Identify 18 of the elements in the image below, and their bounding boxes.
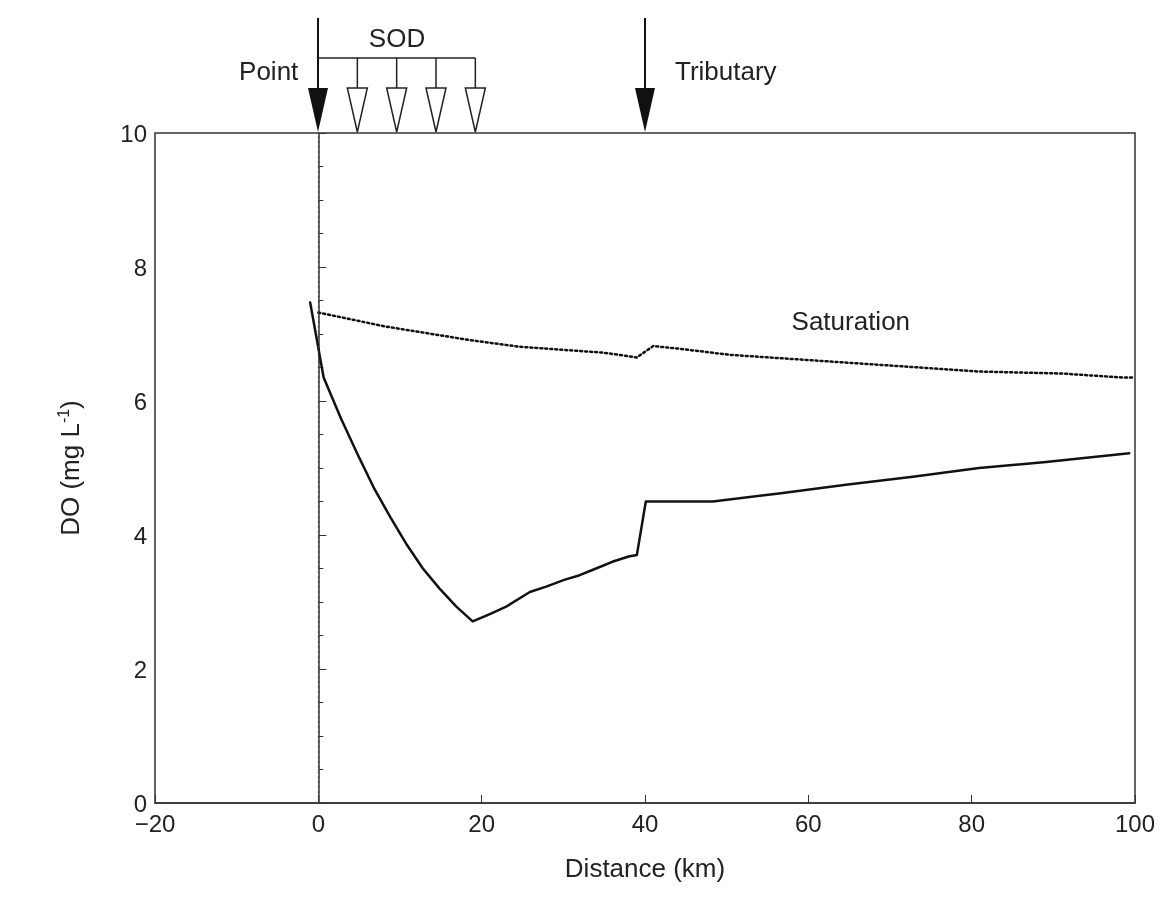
x-tick-label: 20 <box>468 809 496 837</box>
y-tick-label: 10 <box>120 119 147 147</box>
x-tick-label: 80 <box>958 809 986 837</box>
line-series <box>308 301 1131 623</box>
annotation: Saturation <box>791 306 911 336</box>
y-tick-label: 8 <box>133 253 147 281</box>
x-tick-label: 0 <box>311 809 326 837</box>
text: Tributary <box>675 56 777 86</box>
y-tick-label: 4 <box>133 521 147 549</box>
y-axis-title: DO (mg L-1) <box>54 400 85 536</box>
y-tick-label: 6 <box>133 387 147 415</box>
x-tick-label: 100 <box>1114 809 1156 837</box>
text: SOD <box>368 23 426 53</box>
x-tick-label: 60 <box>794 809 822 837</box>
x-tick-label: 40 <box>631 809 659 837</box>
text: Point <box>239 56 300 86</box>
x-axis-title: Distance (km) <box>564 853 726 883</box>
y-tick-label: 2 <box>133 655 147 683</box>
